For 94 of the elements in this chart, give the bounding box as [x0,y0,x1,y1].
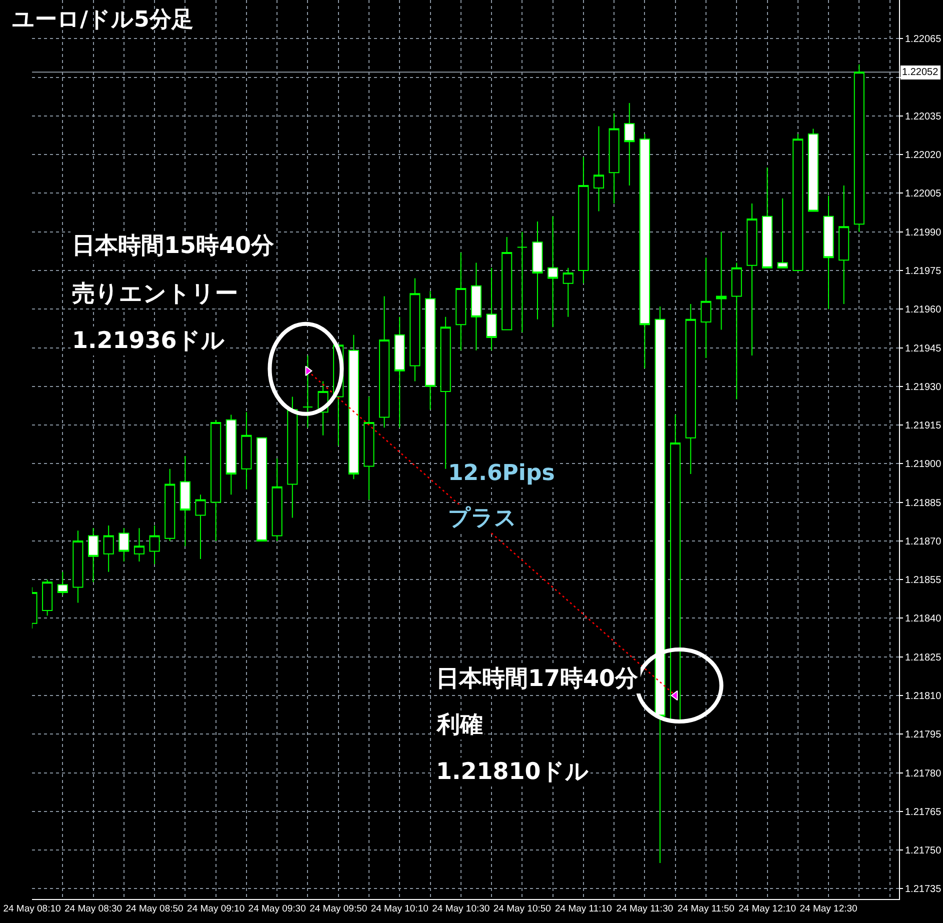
candlestick [516,231,528,333]
candlestick [532,221,543,320]
y-tick-label: 1.21945 [905,343,942,354]
candlestick [164,468,176,542]
candlestick [731,262,742,400]
annotation: 12.6Pips [448,461,555,486]
candlestick [838,184,850,304]
candlestick [364,396,374,500]
candlestick [241,412,252,490]
candlestick [210,419,222,542]
candlestick [424,290,436,410]
y-tick-label: 1.21915 [905,420,942,432]
x-tick-label: 24 May 11:10 [555,903,612,914]
y-tick-label: 1.21855 [905,575,942,586]
candlestick [624,102,635,186]
annotation: プラス [448,506,517,531]
y-tick-label: 1.21960 [905,304,942,316]
x-tick-label: 24 May 12:30 [800,903,858,914]
candlestick [486,267,497,351]
candlestick [470,262,482,351]
y-tick-label: 1.21750 [905,846,942,857]
candlestick [134,528,145,562]
candlestick [57,571,68,596]
candlestick [746,203,758,356]
candlestick [88,528,99,583]
x-tick-label: 24 May 09:10 [187,903,245,914]
candlestick [287,396,298,518]
candlestick [180,455,190,547]
x-tick-label: 24 May 10:10 [370,903,428,914]
candlestick [502,236,512,330]
annotation: 利確 [436,712,483,738]
y-tick-label: 1.21885 [905,498,942,509]
x-tick-label: 24 May 09:50 [310,903,368,914]
y-tick-label: 1.21795 [905,730,942,741]
candlestick [608,112,620,204]
y-tick-label: 1.22065 [905,34,942,46]
y-tick-label: 1.21870 [905,536,942,548]
candlestick [548,216,558,328]
candlestick [149,524,160,565]
candlestick [42,579,53,616]
candlestick [854,64,864,232]
y-tick-label: 1.21825 [905,652,942,664]
x-tick-label: 24 May 11:50 [678,903,734,914]
annotation: 1.21936ドル [72,328,225,354]
x-tick-label: 24 May 08:10 [3,903,61,914]
x-tick-label: 24 May 08:50 [126,903,184,914]
candlestick [716,231,727,330]
x-tick-label: 24 May 11:30 [616,903,674,914]
y-tick-label: 1.22035 [905,111,942,122]
candlestick [379,296,390,428]
candlestick [410,278,420,382]
y-tick-label: 1.22020 [905,150,942,162]
candlestick [562,267,574,318]
x-tick-label: 24 May 12:10 [738,903,796,914]
y-tick-label: 1.21780 [905,768,942,780]
candlestick [226,414,236,496]
chart-title: ユーロ/ドル5分足 [12,7,194,32]
x-tick-label: 24 May 10:50 [493,903,551,914]
candlestick [685,303,696,474]
x-tick-label: 24 May 09:30 [248,903,306,914]
candlestick [195,494,206,560]
y-tick-label: 1.21900 [905,459,942,470]
y-tick-label: 1.21735 [905,884,942,896]
y-tick-label: 1.21930 [905,382,942,393]
candlestick [700,257,712,359]
candlestick [103,524,114,572]
y-tick-label: 1.21810 [905,691,942,702]
candlestick [808,128,819,212]
y-tick-label: 1.21840 [905,614,942,625]
x-tick-label: 24 May 10:30 [432,903,490,914]
x-tick-label: 24 May 08:30 [64,903,122,914]
annotation: 日本時間15時40分 [72,233,276,259]
candlestick [792,133,804,271]
candlestick [256,437,268,542]
candlestick [593,126,604,212]
candlestick [72,530,84,604]
candlestick [348,334,359,480]
y-tick-label: 1.21765 [905,806,942,818]
candlestick [639,133,650,369]
y-tick-label: 1.22005 [905,188,942,200]
candlestick [578,156,589,284]
candlestick [272,458,282,542]
candlestick [777,198,788,268]
y-tick-label: 1.21975 [905,266,942,277]
y-tick-label: 1.21990 [905,227,942,238]
ref-line-label: 1.22052 [902,67,939,78]
candlestick [118,528,130,562]
annotation: 売りエントリー [72,281,238,307]
candlestick [394,316,405,428]
annotation: 1.21810ドル [436,759,589,785]
candlestick [456,252,466,351]
candlestick [823,195,834,310]
candlestick [762,166,773,268]
annotation: 日本時間17時40分 [436,666,640,692]
